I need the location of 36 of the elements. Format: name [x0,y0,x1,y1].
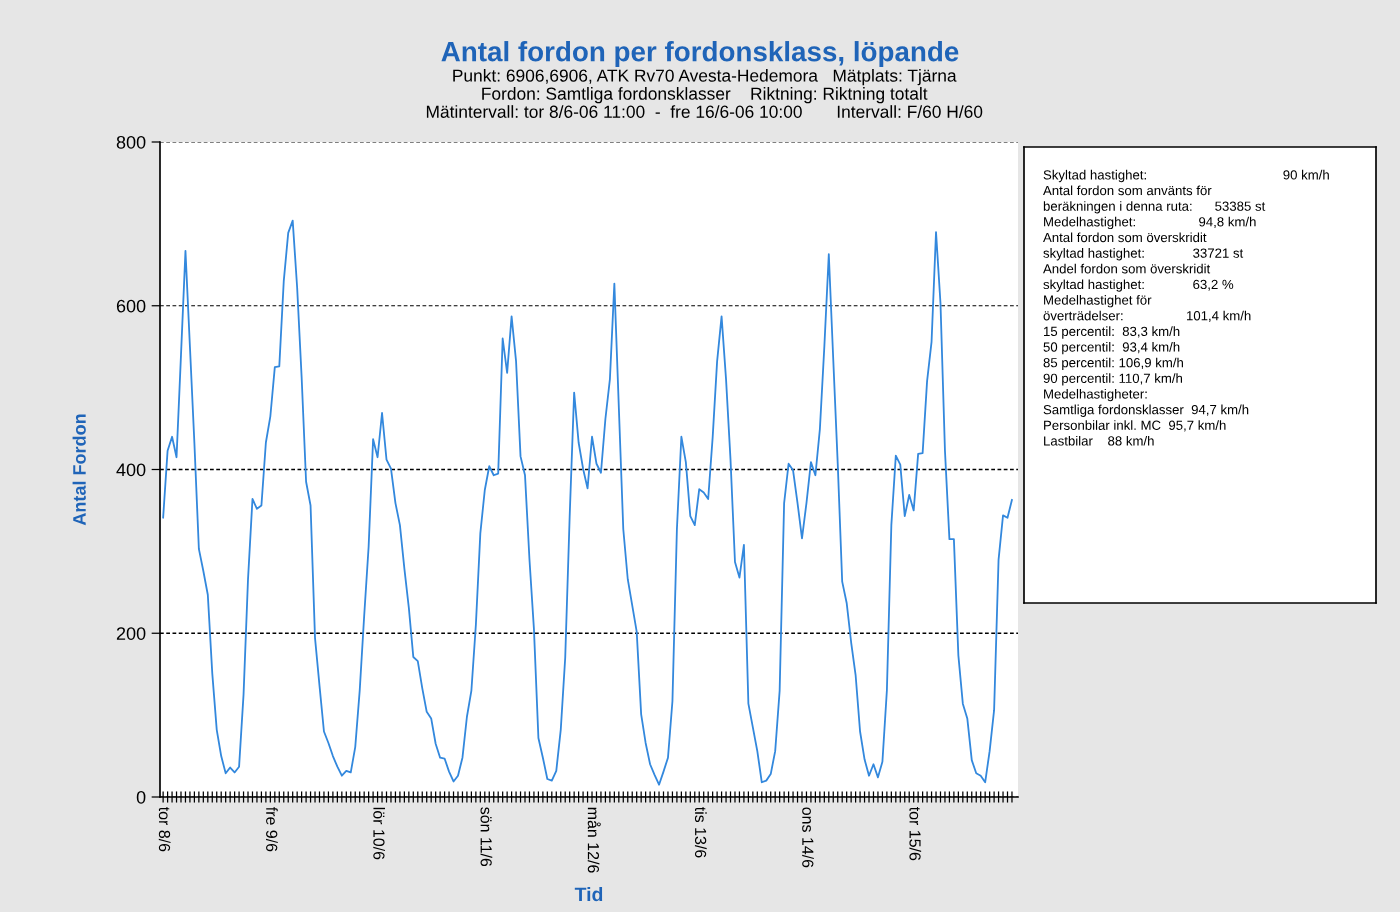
x-axis-title: Tid [574,886,603,902]
line-series [162,219,1013,786]
text: Medelhastighet för [1044,295,1152,308]
text: Lastbilar 88 km/h [1044,435,1154,446]
text: Medelhastigheter: [1044,388,1147,402]
text: 90 percentil: 110,7 km/h [1043,373,1182,386]
text: beräkningen i denna ruta: 53385 st [1043,201,1266,214]
y-tick-label: 200 [116,627,146,640]
text: Antal fordon som överskridit [1043,232,1207,243]
y-tick-label: 600 [116,299,146,313]
text: 15 percentil: 83,3 km/h [1044,326,1180,339]
y-tick-label: 0 [136,790,146,804]
x-tick-label: tor 8/6 [158,806,171,852]
x-tick-label: lör 10/6 [373,807,386,860]
x-tick-label: fre 9/6 [266,806,278,852]
text: Samtliga fordonsklasser 94,7 km/h [1043,404,1249,417]
x-tick-label: tis 13/6 [694,806,707,858]
x-tick-label: mån 12/6 [587,807,601,873]
chart-subtitle: Punkt: 6906,6906, ATK Rv70 Avesta-Hedemora Mätplats: Tjärna Fordon: Samtliga fordonsklasser Riktning: Riktning totalt Mätintervall: tor 8/6-06 11:00 - fre 16/6-06 10:00 Intervall: F/60 H/60 [426,69,983,118]
text: skyltad hastighet: 63,2 % [1043,279,1234,292]
x-tick-label: sön 11/6 [480,807,493,867]
y-tick-label: 800 [116,135,146,149]
text: Personbilar inkl. MC 95,7 km/h [1044,420,1226,432]
x-tick-label: ons 14/6 [802,807,814,868]
text: 50 percentil: 93,4 km/h [1043,342,1180,355]
text: Antal fordon som använts för [1043,185,1212,196]
chart-title: Antal fordon per fordonsklass, löpande [441,41,959,67]
y-tick-label: 400 [116,463,146,477]
x-tick-label: tor 15/6 [909,806,922,861]
text: Skyltad hastighet: 90 km/h [1043,169,1329,183]
y-axis-title: Antal Fordon [72,414,86,526]
text: överträdelser: 101,4 km/h [1043,310,1251,322]
text: Andel fordon som överskridit [1043,263,1211,274]
text: skyltad hastighet: 33721 st [1043,248,1244,261]
text: 85 percentil: 106,9 km/h [1043,357,1183,370]
text: Medelhastighet: 94,8 km/h [1044,216,1256,230]
